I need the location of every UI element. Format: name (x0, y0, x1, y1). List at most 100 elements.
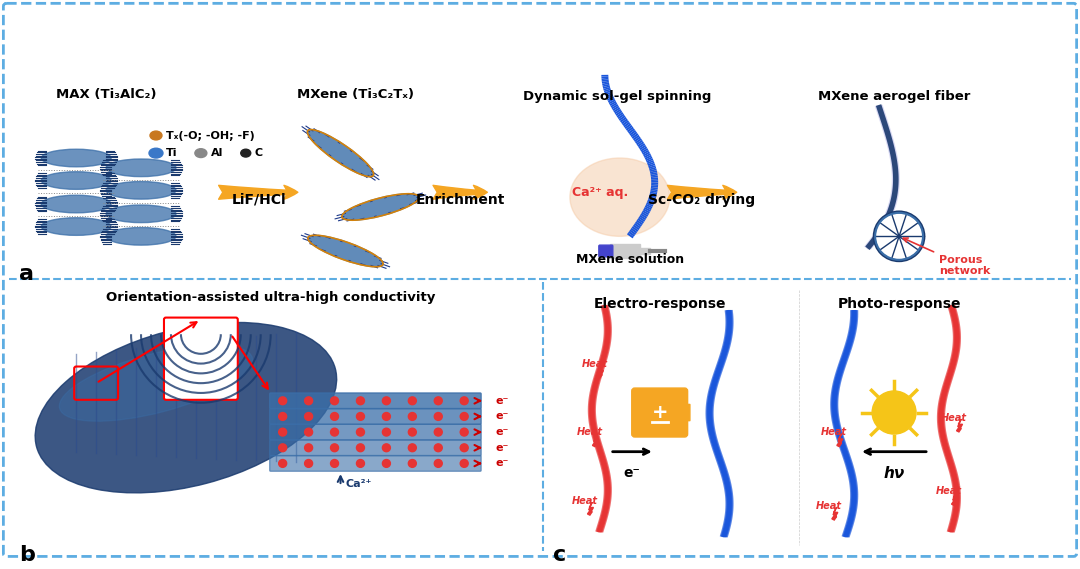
Polygon shape (951, 492, 958, 505)
Ellipse shape (36, 323, 337, 493)
Polygon shape (837, 434, 842, 447)
Text: Porous
network: Porous network (903, 238, 990, 277)
Circle shape (460, 397, 469, 405)
Text: Tₓ(-O; -OH; -F): Tₓ(-O; -OH; -F) (166, 130, 255, 141)
Ellipse shape (241, 149, 251, 157)
Circle shape (356, 428, 364, 436)
FancyBboxPatch shape (632, 388, 688, 437)
Polygon shape (597, 365, 604, 378)
Ellipse shape (308, 235, 383, 267)
Text: Enrichment: Enrichment (416, 193, 504, 207)
FancyBboxPatch shape (598, 245, 612, 257)
Circle shape (279, 444, 286, 452)
Circle shape (873, 391, 916, 434)
Circle shape (305, 444, 312, 452)
Polygon shape (593, 434, 598, 447)
Text: Heat: Heat (582, 358, 608, 369)
Circle shape (382, 413, 390, 420)
Circle shape (330, 428, 338, 436)
Circle shape (279, 397, 286, 405)
FancyBboxPatch shape (270, 440, 482, 456)
Polygon shape (832, 507, 838, 520)
Circle shape (356, 444, 364, 452)
Circle shape (356, 397, 364, 405)
Circle shape (460, 413, 469, 420)
Text: e⁻: e⁻ (495, 396, 509, 406)
Ellipse shape (106, 205, 176, 222)
Text: Heat: Heat (936, 486, 962, 496)
Text: Ti: Ti (166, 148, 177, 158)
Ellipse shape (41, 149, 111, 167)
Text: Heat: Heat (821, 427, 847, 437)
Circle shape (356, 460, 364, 467)
Ellipse shape (41, 195, 111, 213)
FancyBboxPatch shape (270, 409, 482, 424)
Circle shape (382, 444, 390, 452)
Text: +: + (651, 403, 667, 422)
Text: a: a (19, 264, 35, 284)
FancyBboxPatch shape (270, 424, 482, 440)
Circle shape (434, 397, 442, 405)
Circle shape (408, 428, 416, 436)
Text: e⁻: e⁻ (495, 427, 509, 437)
FancyBboxPatch shape (270, 393, 482, 409)
Circle shape (279, 428, 286, 436)
Text: Dynamic sol-gel spinning: Dynamic sol-gel spinning (523, 90, 711, 103)
Circle shape (330, 444, 338, 452)
Text: Photo-response: Photo-response (837, 297, 961, 311)
Text: MXene solution: MXene solution (576, 253, 684, 266)
Text: Electro-response: Electro-response (593, 297, 726, 311)
Ellipse shape (570, 158, 670, 236)
Circle shape (382, 397, 390, 405)
Text: Orientation-assisted ultra-high conductivity: Orientation-assisted ultra-high conducti… (106, 291, 435, 303)
Ellipse shape (41, 172, 111, 189)
Ellipse shape (149, 149, 163, 158)
Circle shape (434, 428, 442, 436)
Text: C: C (255, 148, 262, 158)
Text: Heat: Heat (816, 501, 842, 510)
Text: hν: hν (883, 467, 905, 481)
Circle shape (305, 460, 312, 467)
Circle shape (408, 460, 416, 467)
Text: Heat: Heat (941, 413, 967, 423)
Circle shape (382, 428, 390, 436)
Circle shape (279, 413, 286, 420)
Ellipse shape (150, 131, 162, 140)
Circle shape (874, 212, 924, 261)
Circle shape (305, 397, 312, 405)
Circle shape (408, 397, 416, 405)
Circle shape (279, 460, 286, 467)
Circle shape (460, 428, 469, 436)
Text: e⁻: e⁻ (623, 467, 640, 480)
Text: Ca²⁺: Ca²⁺ (346, 479, 372, 489)
Text: e⁻: e⁻ (495, 443, 509, 453)
Circle shape (460, 460, 469, 467)
Text: Heat: Heat (572, 496, 598, 506)
Ellipse shape (41, 218, 111, 236)
Circle shape (408, 444, 416, 452)
Polygon shape (588, 502, 594, 515)
Circle shape (460, 444, 469, 452)
Circle shape (330, 397, 338, 405)
FancyBboxPatch shape (685, 405, 690, 420)
Polygon shape (610, 244, 650, 258)
Circle shape (408, 413, 416, 420)
Ellipse shape (59, 345, 253, 421)
Text: e⁻: e⁻ (495, 411, 509, 422)
FancyBboxPatch shape (548, 285, 1071, 550)
Ellipse shape (341, 193, 419, 220)
Text: MXene aerogel fiber: MXene aerogel fiber (818, 90, 970, 103)
Text: MXene (Ti₃C₂Tₓ): MXene (Ti₃C₂Tₓ) (297, 88, 414, 101)
Text: c: c (553, 545, 566, 564)
Ellipse shape (194, 149, 207, 158)
Text: Al: Al (211, 148, 224, 158)
Ellipse shape (106, 182, 176, 199)
Ellipse shape (308, 130, 374, 177)
FancyBboxPatch shape (3, 3, 1077, 556)
FancyBboxPatch shape (164, 318, 238, 400)
Circle shape (330, 413, 338, 420)
Circle shape (305, 428, 312, 436)
Circle shape (382, 460, 390, 467)
Polygon shape (957, 419, 962, 432)
Circle shape (356, 413, 364, 420)
